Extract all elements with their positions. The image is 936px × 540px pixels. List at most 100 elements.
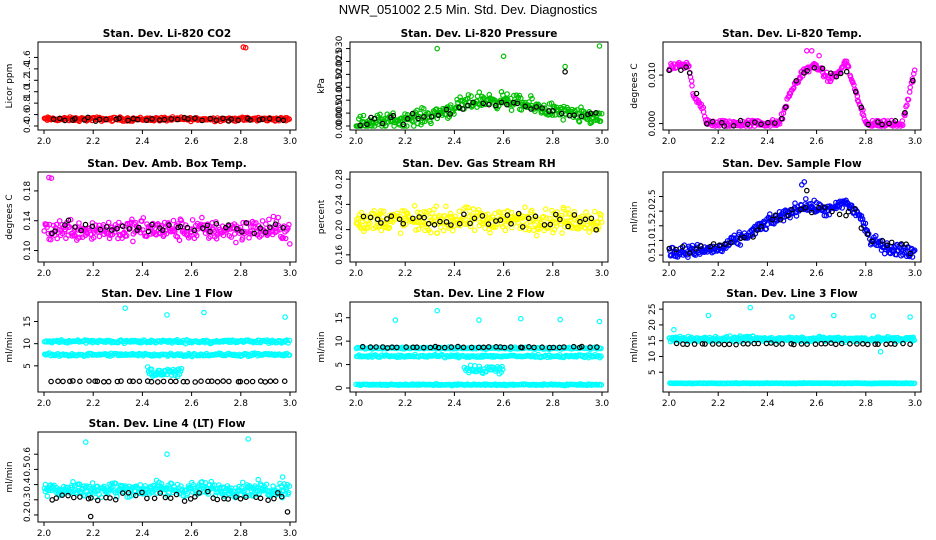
data-point — [258, 232, 265, 239]
data-point — [62, 222, 68, 228]
data-point — [371, 115, 378, 122]
data-point — [420, 106, 427, 112]
data-point — [180, 493, 187, 499]
data-point — [114, 378, 121, 385]
data-point — [88, 495, 94, 501]
data-point — [411, 203, 418, 209]
data-point — [449, 227, 456, 234]
data-point — [170, 217, 177, 224]
data-point — [705, 312, 712, 319]
panel-title: Stan. Dev. Sample Flow — [722, 158, 862, 170]
data-point — [155, 379, 161, 385]
x-tick-label: 2.6 — [496, 399, 511, 409]
data-point — [226, 378, 232, 385]
data-point — [105, 219, 112, 226]
data-point — [550, 344, 557, 351]
data-point — [76, 481, 83, 488]
data-point — [60, 378, 66, 385]
data-point — [388, 213, 395, 220]
data-point — [791, 341, 797, 348]
data-point — [726, 341, 733, 348]
data-point — [542, 206, 549, 212]
data-point — [90, 234, 97, 241]
y-tick-label: 15 — [23, 316, 33, 327]
data-point — [253, 220, 259, 226]
data-point — [812, 380, 819, 387]
data-point — [526, 99, 532, 105]
y-axis-label: ml/min — [630, 201, 640, 232]
x-tick-label: 3.0 — [595, 137, 610, 147]
data-point — [768, 340, 774, 346]
data-point — [858, 104, 865, 111]
data-point — [237, 378, 244, 385]
series-points — [353, 203, 605, 239]
data-point — [709, 118, 716, 125]
data-point — [403, 344, 410, 350]
x-tick-label: 3.0 — [908, 137, 923, 147]
data-point — [737, 242, 744, 248]
data-point — [70, 378, 76, 384]
y-tick-label: 0.20 — [335, 219, 345, 239]
data-point — [528, 207, 535, 214]
data-point — [184, 490, 191, 497]
x-tick-label: 3.0 — [283, 399, 298, 409]
data-point — [286, 337, 293, 344]
data-point — [123, 233, 130, 239]
data-point — [198, 378, 204, 385]
x-tick-label: 2.6 — [184, 269, 199, 279]
data-point — [909, 77, 916, 84]
data-point — [109, 227, 115, 233]
plot-frame — [662, 301, 922, 393]
data-point — [466, 214, 472, 220]
data-point — [239, 229, 245, 235]
data-point — [89, 480, 96, 486]
data-point — [884, 242, 891, 249]
data-point — [585, 111, 591, 118]
data-point — [507, 352, 513, 359]
x-tick-label: 3.0 — [908, 269, 923, 279]
data-point — [220, 115, 226, 122]
data-point — [250, 493, 256, 499]
data-point — [214, 496, 221, 503]
data-point — [566, 211, 572, 217]
data-point — [747, 304, 754, 311]
data-point — [125, 489, 132, 496]
data-point — [259, 218, 266, 224]
data-point — [393, 344, 400, 351]
data-point — [85, 114, 91, 121]
data-point — [256, 490, 263, 497]
data-point — [702, 341, 708, 347]
data-point — [92, 222, 99, 228]
data-point — [417, 110, 424, 117]
data-point — [269, 228, 275, 235]
data-point — [559, 230, 565, 236]
data-point — [798, 206, 804, 213]
data-point — [907, 314, 913, 320]
data-point — [282, 235, 289, 242]
data-point — [802, 196, 809, 202]
data-point — [237, 495, 244, 502]
data-point — [671, 326, 677, 333]
y-tick-label: 0.6 — [23, 107, 33, 122]
data-point — [83, 439, 89, 445]
data-point — [522, 103, 529, 110]
plot-frame — [349, 301, 609, 393]
data-point — [546, 215, 553, 222]
plot-frame — [37, 41, 297, 131]
data-point — [503, 222, 509, 228]
x-tick-label: 2.8 — [546, 269, 561, 279]
data-point — [157, 490, 164, 496]
y-tick-label: 2.5 — [648, 189, 658, 203]
data-point — [178, 365, 185, 372]
data-point — [126, 483, 132, 490]
data-point — [864, 231, 871, 238]
y-tick-label: 2.0 — [648, 204, 658, 219]
data-point — [65, 492, 71, 499]
data-point — [243, 378, 250, 385]
data-point — [751, 119, 758, 126]
data-point — [737, 117, 744, 124]
data-point — [279, 474, 286, 480]
